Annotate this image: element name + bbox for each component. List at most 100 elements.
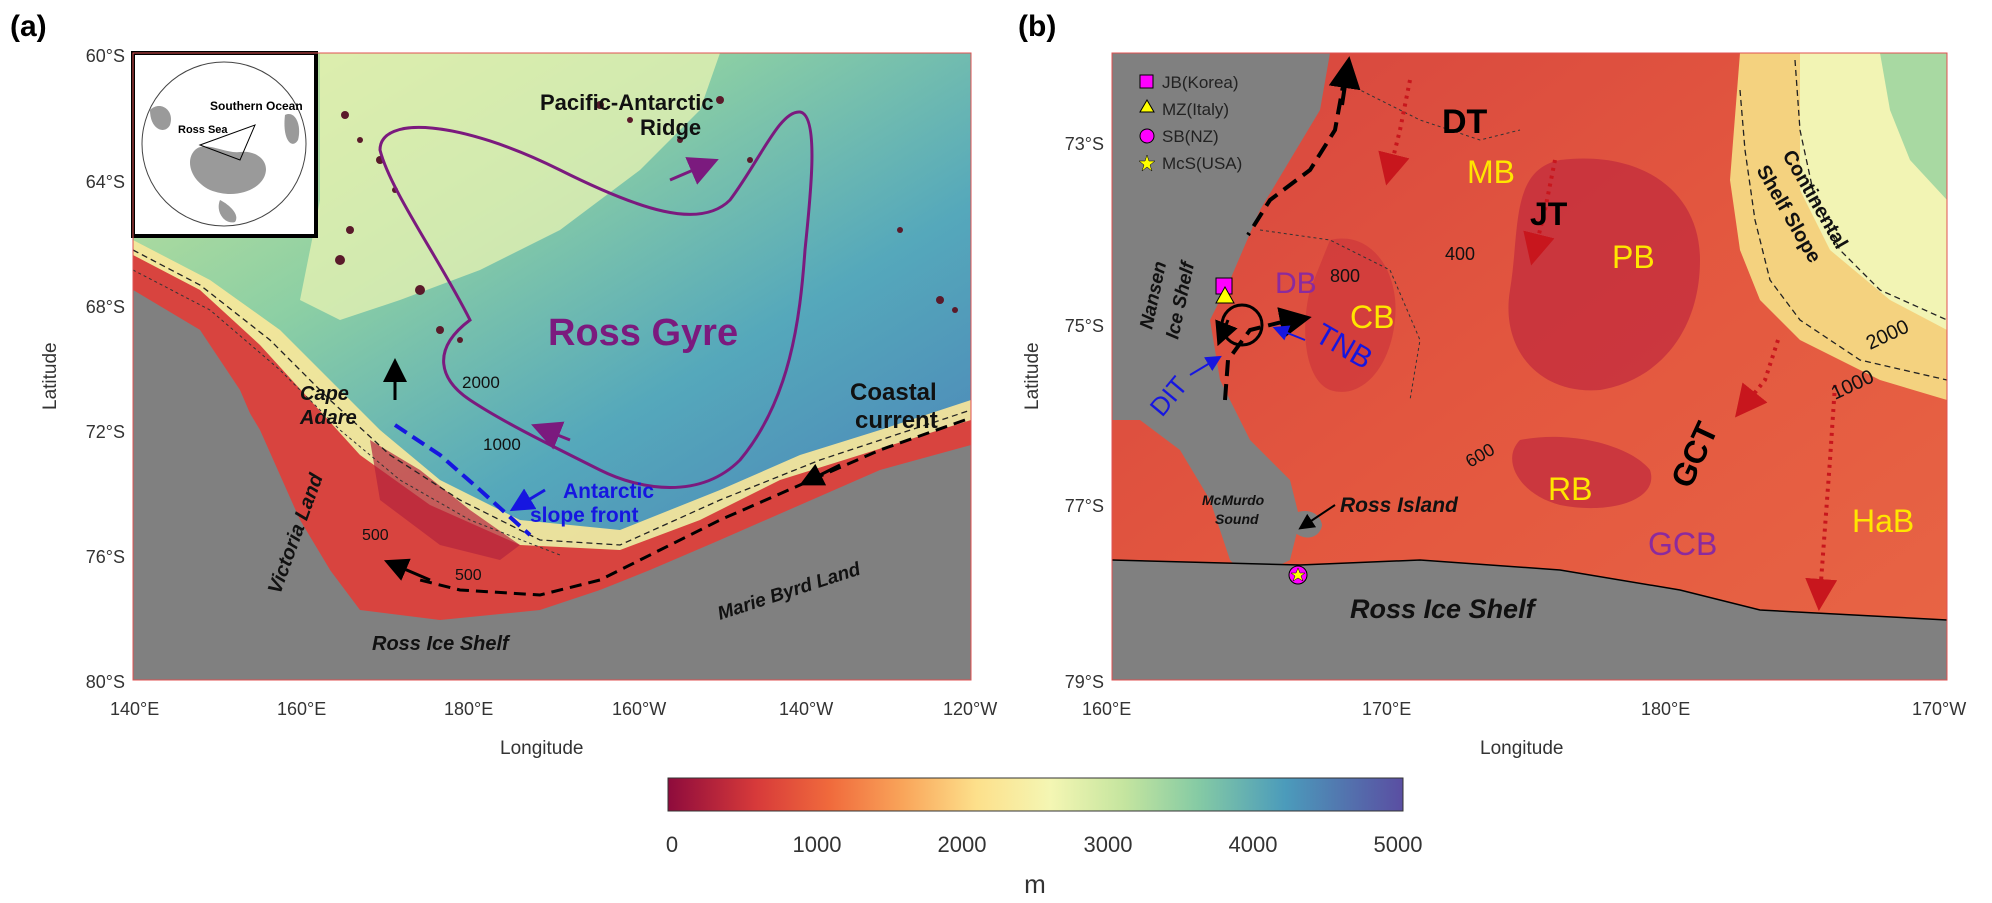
basin-pb <box>1508 158 1700 391</box>
ice-shelf-edge <box>1111 559 1948 621</box>
a-ytick-1: 64°S <box>86 172 125 192</box>
label-rb: RB <box>1548 471 1592 507</box>
colorbar-unit: m <box>1024 869 1046 899</box>
panel-b-xlabel: Longitude <box>1480 738 1563 759</box>
coastal-current-arrow <box>799 463 841 486</box>
inset-southern-ocean: Southern Ocean <box>210 99 303 113</box>
contour-label-1000-a: 1000 <box>483 435 521 454</box>
panel-b-frame <box>1111 52 1948 681</box>
a-xtick-0: 140°E <box>110 699 159 719</box>
cb-tick-4: 4000 <box>1229 832 1278 857</box>
red-arrow-hab <box>1805 384 1838 611</box>
marie-byrd-land-shape <box>350 455 971 680</box>
panel-b-label: (b) <box>1018 10 1056 43</box>
a-xtick-4: 140°W <box>779 699 833 719</box>
red-arrow-gct <box>1735 339 1780 418</box>
deep-trough-a <box>370 440 520 560</box>
panel-a-xlabel: Longitude <box>500 738 583 759</box>
contour-label-500-a2: 500 <box>455 567 482 584</box>
label-sound: Sound <box>1215 511 1259 527</box>
cb-tick-5: 5000 <box>1374 832 1423 857</box>
red-arrow-jt <box>1523 159 1557 266</box>
basin-rb <box>1512 436 1652 509</box>
label-hab: HaB <box>1852 503 1914 539</box>
b-xtick-2: 180°E <box>1641 699 1690 719</box>
tnb-inflow-arrow <box>1277 307 1312 339</box>
contour-label-2000-a: 2000 <box>462 373 500 392</box>
coastal-current-path <box>419 418 966 597</box>
dt-current-arrow <box>1328 56 1361 106</box>
label-ridge: Ridge <box>640 115 701 140</box>
red-arrow-dt <box>1378 79 1412 186</box>
ross-gyre-arrow-1 <box>669 157 719 185</box>
station-mcs <box>1290 567 1306 582</box>
dit-arrow <box>1189 355 1222 376</box>
inset-antarctica <box>190 146 266 195</box>
inset-ross-sea: Ross Sea <box>178 124 228 136</box>
deep-band-b2 <box>1880 53 1947 200</box>
panel-b: (b) <box>1018 10 1966 759</box>
panel-b-x-ticks: 160°E 170°E 180°E 170°W <box>1082 699 1966 719</box>
legend-label-mcs: McS(USA) <box>1162 154 1242 173</box>
label-mb: MB <box>1467 154 1515 190</box>
tnb-arrow <box>1272 325 1306 341</box>
label-gcb: GCB <box>1648 526 1717 562</box>
b-xtick-3: 170°W <box>1912 699 1966 719</box>
label-ross-gyre: Ross Gyre <box>548 312 738 354</box>
panel-a-x-ticks: 140°E 160°E 180°E 160°W 140°W 120°W <box>110 699 997 719</box>
basin-cb <box>1305 238 1396 392</box>
b-ytick-0: 73°S <box>1065 134 1104 154</box>
legend-marker-mz <box>1139 99 1155 113</box>
ross-ice-shelf-land-b <box>1112 560 1947 680</box>
a-ytick-2: 68°S <box>86 297 125 317</box>
station-legend: JB(Korea) MZ(Italy) SB(NZ) McS(USA) <box>1138 73 1242 173</box>
a-ytick-0: 60°S <box>86 46 125 66</box>
label-dt: DT <box>1442 103 1488 141</box>
shelf-break-band <box>133 240 971 560</box>
cb-tick-2: 2000 <box>938 832 987 857</box>
a-ytick-3: 72°S <box>86 422 125 442</box>
panel-a-y-ticks: 60°S 64°S 68°S 72°S 76°S 80°S <box>86 46 125 692</box>
contour-400-b <box>1339 79 1521 141</box>
label-adare: Adare <box>299 407 357 429</box>
contour-800-b <box>1259 229 1421 401</box>
contour-2000-a <box>132 249 972 546</box>
tnb-gyre-arrow <box>1215 319 1238 347</box>
label-current: current <box>855 407 938 434</box>
dt-current-path <box>1246 74 1347 237</box>
label-cb: CB <box>1350 299 1394 335</box>
inset-ross-sea-box <box>198 124 256 161</box>
pacific-antarctic-ridge-band <box>300 53 720 320</box>
legend-label-jb: JB(Korea) <box>1162 73 1239 92</box>
b-ytick-2: 77°S <box>1065 496 1104 516</box>
coastal-current-arrow-2 <box>383 558 431 582</box>
contour-1000-a <box>132 269 561 556</box>
contour-label-800: 800 <box>1330 266 1360 286</box>
victoria-land-b <box>1112 53 1330 580</box>
a-xtick-1: 160°E <box>277 699 326 719</box>
colorbar-gradient <box>667 777 1404 812</box>
label-ross-island: Ross Island <box>1340 494 1459 517</box>
b-xtick-1: 170°E <box>1362 699 1411 719</box>
label-jt: JT <box>1530 196 1568 232</box>
legend-marker-mcs <box>1138 154 1156 172</box>
panel-a-label: (a) <box>10 10 47 43</box>
station-mz <box>1215 285 1235 304</box>
legend-marker-jb <box>1139 74 1154 89</box>
ross-island-arrow <box>1298 504 1336 530</box>
b-ytick-1: 75°S <box>1065 316 1104 336</box>
contour-label-400: 400 <box>1445 244 1475 264</box>
label-pb: PB <box>1612 239 1655 275</box>
panel-b-ylabel: Latitude <box>1022 342 1043 410</box>
label-slope-front: slope front <box>530 504 639 527</box>
inset-globe <box>141 61 307 227</box>
label-mcmurdo: McMurdo <box>1202 492 1265 508</box>
label-ross-ice-shelf-a: Ross Ice Shelf <box>372 633 511 655</box>
a-xtick-2: 180°E <box>444 699 493 719</box>
contour-1000-b <box>1739 89 1948 381</box>
inset-land-2 <box>284 114 300 144</box>
colorbar-ticks: 0 1000 2000 3000 4000 5000 <box>666 832 1423 857</box>
victoria-land-shape <box>133 290 350 680</box>
contour-label-500-a1: 500 <box>362 527 389 544</box>
